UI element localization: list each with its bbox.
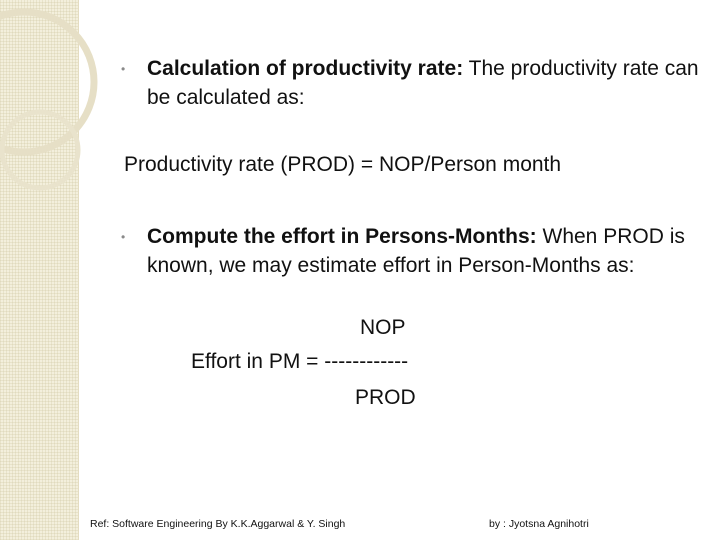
decor-circle-small — [0, 109, 81, 191]
bullet-heading: Compute the effort in Persons-Months: — [147, 225, 537, 248]
effort-formula-label: Effort in PM = — [191, 350, 325, 373]
productivity-formula: Productivity rate (PROD) = NOP/Person mo… — [124, 153, 562, 176]
effort-formula-denominator: PROD — [355, 386, 416, 409]
effort-formula-numerator: NOP — [360, 316, 406, 339]
footer-reference: Ref: Software Engineering By K.K.Aggarwa… — [90, 518, 346, 530]
decor-circle-large — [0, 8, 98, 156]
footer-author: by : Jyotsna Agnihotri — [489, 518, 589, 530]
effort-formula-line: Effort in PM = ------------ — [191, 350, 408, 374]
bullet-text: The productivity rate can be calculated … — [147, 57, 699, 109]
bullet-marker: • — [121, 230, 126, 244]
decorative-side-band — [0, 0, 79, 540]
bullet-heading: Calculation of productivity rate: — [147, 57, 464, 80]
bullet-text: When PROD is known, we may estimate effo… — [147, 225, 685, 277]
bullet-marker: • — [121, 62, 126, 76]
effort-formula-divider: ------------ — [324, 350, 409, 373]
bullet-item-effort: Compute the effort in Persons-Months: Wh… — [147, 222, 695, 280]
bullet-item-productivity: Calculation of productivity rate: The pr… — [147, 54, 707, 112]
